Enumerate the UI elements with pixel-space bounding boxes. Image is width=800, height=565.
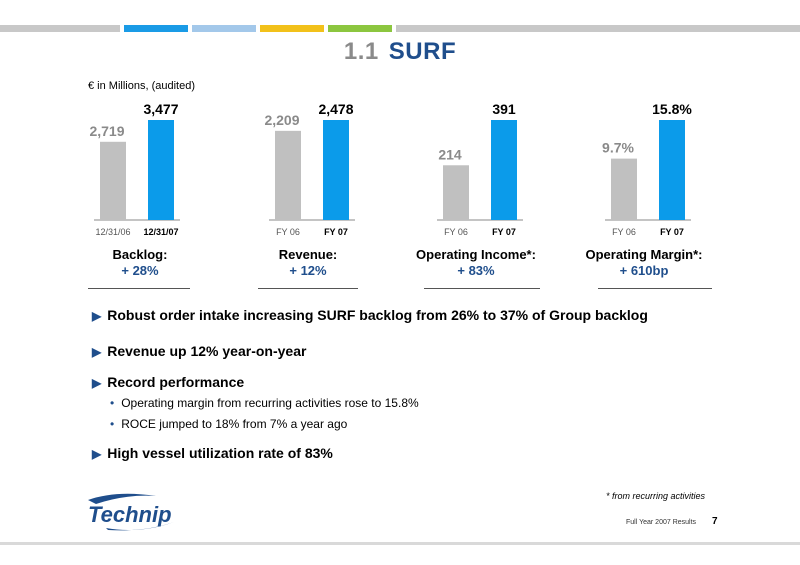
- footer-text: Full Year 2007 Results: [626, 519, 697, 526]
- bullet-text: Robust order intake increasing SURF back…: [107, 307, 648, 323]
- bar-value-label: 3,477: [143, 101, 178, 117]
- top-bar-segment: [260, 25, 324, 32]
- bullet-text: High vessel utilization rate of 83%: [107, 445, 333, 461]
- category-label: FY 06: [276, 227, 300, 237]
- bar-current: [148, 120, 174, 220]
- footnote: * from recurring activities: [606, 491, 706, 501]
- bar-value-label: 9.7%: [602, 140, 634, 156]
- bar-prior: [275, 130, 301, 220]
- dot-bullet-icon: •: [110, 396, 115, 410]
- kpi-caption-title: Operating Margin*:: [585, 247, 703, 262]
- category-label: FY 07: [660, 227, 684, 237]
- bar-value-label: 391: [492, 101, 516, 117]
- logo-text: Technip: [88, 502, 172, 527]
- kpi-caption-change: + 83%: [457, 263, 495, 278]
- triangle-bullet-icon: ▶: [92, 376, 102, 390]
- bar-current: [659, 120, 685, 220]
- bullet-item: ▶ Record performance: [92, 374, 244, 390]
- bullet-item: ▶ High vessel utilization rate of 83%: [92, 445, 333, 461]
- top-bar-segment: [328, 25, 392, 32]
- kpi-caption: Revenue: + 12%: [228, 247, 388, 279]
- bar-value-label: 2,209: [264, 112, 299, 128]
- bullet-text: Record performance: [107, 374, 245, 390]
- kpi-caption-change: + 610bp: [619, 263, 669, 278]
- section-title: SURF: [388, 38, 457, 65]
- top-bar-segment: [124, 25, 188, 32]
- bar-prior: [443, 165, 469, 220]
- kpi-caption-title: Operating Income*:: [416, 247, 536, 262]
- kpi-caption-title: Backlog:: [112, 247, 168, 262]
- category-label: FY 06: [444, 227, 468, 237]
- caption-underline: [598, 288, 712, 289]
- kpi-caption: Operating Income*: + 83%: [396, 247, 556, 279]
- sub-bullet-text: Operating margin from recurring activiti…: [121, 396, 419, 410]
- dot-bullet-icon: •: [110, 417, 115, 431]
- top-bar-segment: [396, 25, 800, 32]
- bar-prior: [611, 158, 637, 220]
- top-bar-segment: [192, 25, 256, 32]
- kpi-caption-change: + 12%: [289, 263, 327, 278]
- top-color-bar: [0, 25, 800, 32]
- top-bar-segment: [0, 25, 120, 32]
- bar-value-label: 2,719: [89, 123, 124, 139]
- triangle-bullet-icon: ▶: [92, 447, 102, 461]
- category-label: FY 07: [492, 227, 516, 237]
- footer-rule: [0, 542, 800, 545]
- kpi-caption: Operating Margin*: + 610bp: [564, 247, 724, 279]
- sub-bullet-item: • Operating margin from recurring activit…: [110, 396, 419, 410]
- kpi-caption-change: + 28%: [121, 263, 159, 278]
- bar-value-label: 214: [438, 146, 462, 162]
- bar-current: [491, 120, 517, 220]
- category-label: FY 06: [612, 227, 636, 237]
- technip-logo: Technip: [88, 493, 174, 531]
- bar-value-label: 2,478: [318, 101, 353, 117]
- bullet-item: ▶ Robust order intake increasing SURF bac…: [92, 307, 648, 323]
- page-number: 7: [712, 516, 718, 527]
- caption-underline: [424, 288, 540, 289]
- units-label: € in Millions, (audited): [88, 80, 195, 92]
- bullet-item: ▶ Revenue up 12% year-on-year: [92, 343, 306, 359]
- bar-prior: [100, 141, 126, 220]
- caption-underline: [88, 288, 190, 289]
- section-number: 1.1: [343, 38, 379, 65]
- sub-bullet-text: ROCE jumped to 18% from 7% a year ago: [121, 417, 348, 431]
- category-label: 12/31/06: [95, 227, 130, 237]
- bar-current: [323, 120, 349, 220]
- triangle-bullet-icon: ▶: [92, 309, 102, 323]
- kpi-caption: Backlog: + 28%: [60, 247, 220, 279]
- page-title: 1.1 SURF: [0, 38, 800, 66]
- sub-bullet-item: • ROCE jumped to 18% from 7% a year ago: [110, 417, 347, 431]
- bar-value-label: 15.8%: [652, 101, 692, 117]
- kpi-bar-charts: 2,719 12/31/06 3,477 12/31/07 2,209 FY 06 2,47…: [89, 101, 692, 237]
- kpi-caption-title: Revenue:: [278, 247, 338, 262]
- category-label: FY 07: [324, 227, 348, 237]
- caption-underline: [258, 288, 358, 289]
- triangle-bullet-icon: ▶: [92, 345, 102, 359]
- bullet-text: Revenue up 12% year-on-year: [107, 343, 307, 359]
- category-label: 12/31/07: [143, 227, 178, 237]
